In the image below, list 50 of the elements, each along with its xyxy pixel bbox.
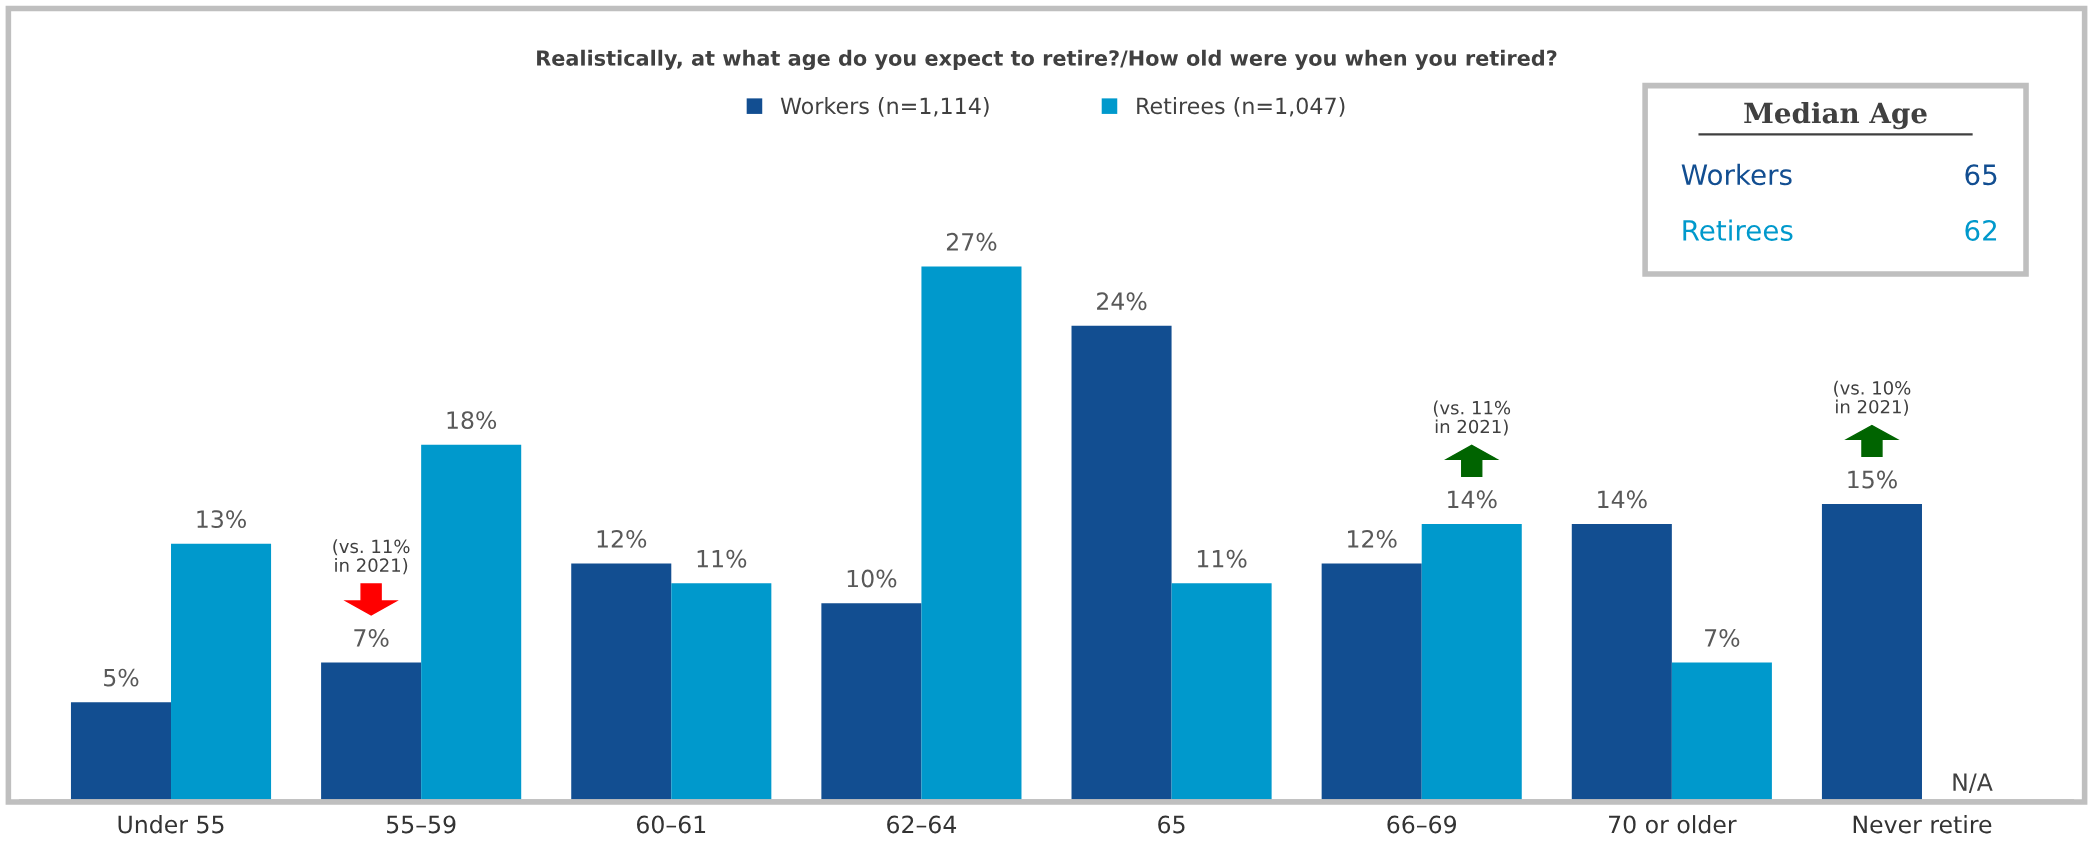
annotation: (vs. 11% in 2021) [1433, 400, 1511, 436]
data-label: 13% [197, 510, 246, 529]
bar [1071, 325, 1172, 802]
x-tick-label: 55–59 [387, 815, 456, 834]
x-tick-label: 62–64 [887, 815, 957, 834]
data-label: 11% [697, 549, 747, 568]
bar [1321, 563, 1422, 802]
bar [70, 702, 172, 802]
x-tick-label: 66–69 [1387, 815, 1456, 834]
annotation: (vs. 10% in 2021) [1834, 380, 1911, 416]
data-label: 12% [597, 529, 647, 548]
bar [1421, 523, 1522, 802]
data-label: 5% [104, 668, 139, 687]
data-label: 10% [847, 569, 897, 588]
bar [921, 266, 1022, 802]
legend-label: Workers (n=1,114) [780, 97, 989, 117]
bar [571, 563, 672, 802]
data-label: 27% [946, 232, 997, 251]
bar [821, 603, 922, 802]
annotation: N/A [1953, 773, 1993, 793]
data-label: 24% [1097, 292, 1147, 311]
text: 62 [1965, 219, 1997, 241]
data-label: 14% [1598, 490, 1647, 509]
data-label: 15% [1848, 470, 1897, 489]
text: Retirees [1683, 219, 1793, 241]
text: Workers [1681, 163, 1792, 186]
bar [1171, 583, 1272, 802]
x-tick-label: Under 55 [118, 815, 224, 834]
bar [671, 583, 772, 802]
legend-label: Retirees (n=1,047) [1137, 97, 1345, 117]
x-tick-label: 65 [1158, 815, 1185, 834]
text: 65 [1965, 164, 1997, 186]
bar [321, 662, 422, 802]
data-label: 12% [1348, 529, 1397, 548]
data-label: 7% [354, 629, 389, 647]
text: Median Age [1744, 101, 1927, 130]
bar [1821, 504, 1922, 802]
x-tick-label: Never retire [1853, 815, 1992, 834]
data-label: 18% [447, 411, 497, 429]
data-label: 11% [1197, 549, 1247, 568]
chart-title: Realistically, at what age do you expect to retire?/How old were you when you retired? [537, 49, 1557, 71]
bar [1571, 523, 1672, 802]
bar [171, 543, 272, 802]
data-label: 14% [1448, 490, 1497, 509]
bar [421, 444, 522, 802]
x-tick-label: 60–61 [636, 815, 706, 834]
annotation: (vs. 11% in 2021) [333, 539, 410, 575]
bar [1671, 662, 1772, 802]
x-tick-label: 70 or older [1609, 815, 1737, 834]
data-label: 7% [1705, 629, 1740, 647]
